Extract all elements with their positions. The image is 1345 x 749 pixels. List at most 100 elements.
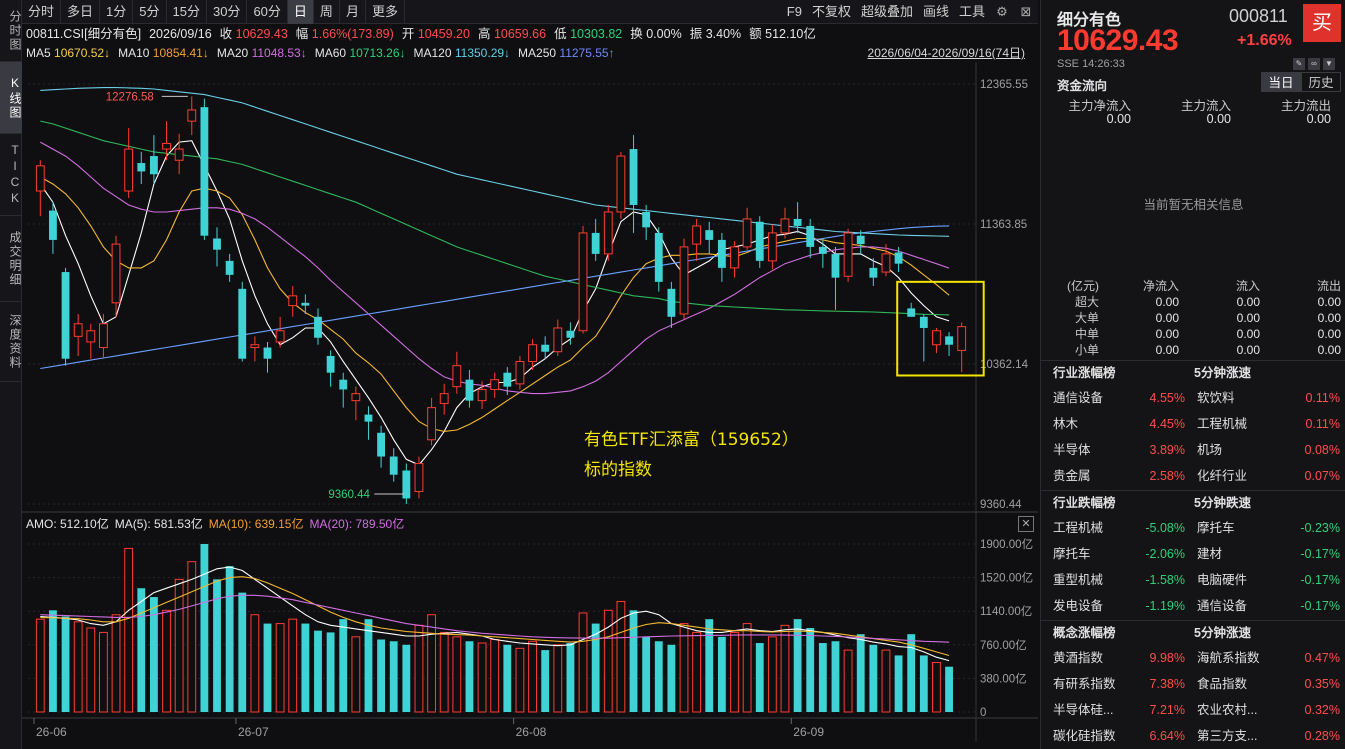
volume-bar-down bbox=[755, 643, 764, 712]
period-30min[interactable]: 30分 bbox=[207, 0, 248, 24]
volume-tick-label: 1900.00亿 bbox=[980, 538, 1033, 551]
period-more[interactable]: 更多 bbox=[366, 0, 405, 24]
list-item[interactable]: 工程机械 -5.08% 摩托车 -0.23% bbox=[1053, 521, 1340, 535]
volume-bar-up bbox=[439, 631, 449, 713]
super-overlay-button[interactable]: 超级叠加 bbox=[860, 3, 913, 19]
volume-bar-up bbox=[679, 623, 689, 713]
volume-tick-label: 1520.00亿 bbox=[980, 572, 1033, 585]
candle-body-up bbox=[250, 344, 260, 349]
side-tab-depth[interactable]: 深度资料 bbox=[0, 302, 22, 382]
period-month[interactable]: 月 bbox=[340, 0, 366, 24]
link-icon[interactable]: ∞ bbox=[1308, 58, 1320, 70]
tab-history[interactable]: 历史 bbox=[1301, 72, 1341, 92]
list-item[interactable]: 有研系指数 7.38% 食品指数 0.35% bbox=[1053, 677, 1340, 691]
date-range-link[interactable]: 2026/06/04-2026/09/16(74日) bbox=[867, 46, 1025, 60]
volume-bar-up bbox=[187, 561, 197, 713]
stock-name: 细分有色 bbox=[1057, 12, 1122, 29]
period-toolbar: 分时 多日 1分 5分 15分 30分 60分 日 周 月 更多 F9 不复权 … bbox=[22, 0, 1038, 24]
candle-body-down bbox=[49, 210, 57, 240]
no-info-message: 当前暂无相关信息 bbox=[1143, 198, 1244, 212]
volume-bar-down bbox=[629, 610, 638, 712]
side-tab-kline[interactable]: K线图 bbox=[0, 62, 22, 134]
candle-body-up bbox=[515, 361, 525, 385]
volume-bar-up bbox=[35, 618, 45, 713]
draw-line-button[interactable]: 画线 bbox=[922, 3, 949, 19]
period-1min[interactable]: 1分 bbox=[100, 0, 134, 24]
volume-tick-label: 1140.00亿 bbox=[980, 605, 1032, 618]
volume-bar-down bbox=[793, 619, 802, 712]
ma-line-ma10 bbox=[40, 176, 950, 432]
candle-body-up bbox=[275, 330, 285, 343]
candle-body-down bbox=[856, 235, 865, 245]
list-item[interactable]: 贵金属 2.58% 化纤行业 0.07% bbox=[1053, 469, 1340, 483]
stock-code: 000811 bbox=[1229, 6, 1288, 26]
period-15min[interactable]: 15分 bbox=[167, 0, 207, 24]
list-item[interactable]: 黄酒指数 9.98% 海航系指数 0.47% bbox=[1053, 651, 1340, 665]
volume-bar-down bbox=[919, 655, 928, 712]
period-day[interactable]: 日 bbox=[287, 0, 314, 24]
concept-gainers-title: 概念涨幅榜 bbox=[1053, 626, 1116, 640]
speed-5min-title: 5分钟涨速 bbox=[1194, 366, 1251, 380]
ma-line-ma120 bbox=[40, 225, 950, 370]
candle-body-down bbox=[869, 267, 878, 278]
period-multiday[interactable]: 多日 bbox=[61, 0, 101, 24]
candle-body-up bbox=[780, 218, 790, 234]
panel-icons: ✎ ∞ ▼ bbox=[1293, 58, 1335, 70]
list-item[interactable]: 通信设备 4.55% 软饮料 0.11% bbox=[1053, 391, 1340, 405]
price-change-pct: +1.66% bbox=[1237, 32, 1292, 49]
period-5min[interactable]: 5分 bbox=[133, 0, 167, 24]
candle-body-down bbox=[402, 470, 411, 499]
list-item[interactable]: 发电设备 -1.19% 通信设备 -0.17% bbox=[1053, 599, 1340, 613]
settings-gear-icon[interactable]: ⚙ bbox=[996, 3, 1008, 19]
tools-button[interactable]: 工具 bbox=[958, 3, 985, 19]
period-timeshare[interactable]: 分时 bbox=[22, 0, 62, 24]
volume-ma-line-ma10 bbox=[40, 576, 950, 657]
volume-bar-down bbox=[465, 641, 474, 712]
list-item[interactable]: 半导体 3.89% 机场 0.08% bbox=[1053, 443, 1340, 457]
list-item[interactable]: 林木 4.45% 工程机械 0.11% bbox=[1053, 417, 1340, 431]
volume-close-icon[interactable]: ✕ bbox=[1018, 516, 1034, 532]
volume-bar-up bbox=[932, 661, 941, 713]
side-tab-timeshare[interactable]: 分时图 bbox=[0, 0, 22, 62]
list-item[interactable]: 摩托车 -2.06% 建材 -0.17% bbox=[1053, 547, 1340, 561]
side-tab-tick[interactable]: TICK bbox=[0, 134, 22, 216]
edit-icon[interactable]: ✎ bbox=[1293, 58, 1305, 70]
volume-bar-up bbox=[578, 612, 588, 713]
candle-body-up bbox=[439, 393, 449, 404]
volume-bar-up bbox=[162, 609, 171, 713]
ma20-legend: MA20 11048.53↓ bbox=[216, 46, 307, 60]
volume-bar-up bbox=[124, 547, 134, 713]
exchange-time: SSE 14:26:33 bbox=[1057, 58, 1125, 70]
volume-bar-down bbox=[61, 616, 70, 712]
f9-button[interactable]: F9 bbox=[786, 3, 802, 19]
volume-bar-down bbox=[137, 588, 146, 712]
drop-speed-5min-title: 5分钟跌速 bbox=[1194, 496, 1251, 510]
no-adjust-button[interactable]: 不复权 bbox=[811, 3, 851, 19]
candle-body-down bbox=[149, 156, 158, 175]
volume-bar-down bbox=[263, 623, 272, 712]
main-outflow-value: 0.00 bbox=[1306, 112, 1331, 126]
period-week[interactable]: 周 bbox=[314, 0, 340, 24]
right-panel: 细分有色 000811 买 10629.43 +1.66% SSE 14:26:… bbox=[1040, 0, 1345, 749]
candle-body-down bbox=[793, 218, 802, 226]
kline-chart[interactable]: 12365.55 11363.85 10362.14 9360.44 1900.00亿 1… bbox=[22, 62, 1038, 742]
list-item[interactable]: 碳化硅指数 6.64% 第三方支... 0.28% bbox=[1053, 729, 1340, 743]
volume-bar-down bbox=[654, 641, 663, 712]
close-window-icon[interactable]: ⊠ bbox=[1020, 3, 1032, 19]
volume-bar-up bbox=[603, 609, 613, 713]
candle-body-down bbox=[364, 414, 373, 422]
tab-today[interactable]: 当日 bbox=[1261, 72, 1301, 92]
volume-bar-down bbox=[377, 639, 386, 712]
candle-body-down bbox=[818, 246, 827, 254]
collapse-icon[interactable]: ▼ bbox=[1323, 58, 1335, 70]
candle-body-down bbox=[667, 288, 676, 317]
candle-body-up bbox=[616, 155, 626, 213]
side-tab-trade-detail[interactable]: 成交明细 bbox=[0, 216, 22, 302]
period-60min[interactable]: 60分 bbox=[247, 0, 288, 24]
buy-button[interactable]: 买 bbox=[1303, 4, 1341, 42]
volume-bar-up bbox=[730, 631, 739, 713]
price-tick-label: 12365.55 bbox=[980, 79, 1028, 91]
list-item[interactable]: 半导体硅... 7.21% 农业农村... 0.32% bbox=[1053, 703, 1340, 717]
list-item[interactable]: 重型机械 -1.58% 电脑硬件 -0.17% bbox=[1053, 573, 1340, 587]
candle-body-down bbox=[61, 272, 70, 359]
